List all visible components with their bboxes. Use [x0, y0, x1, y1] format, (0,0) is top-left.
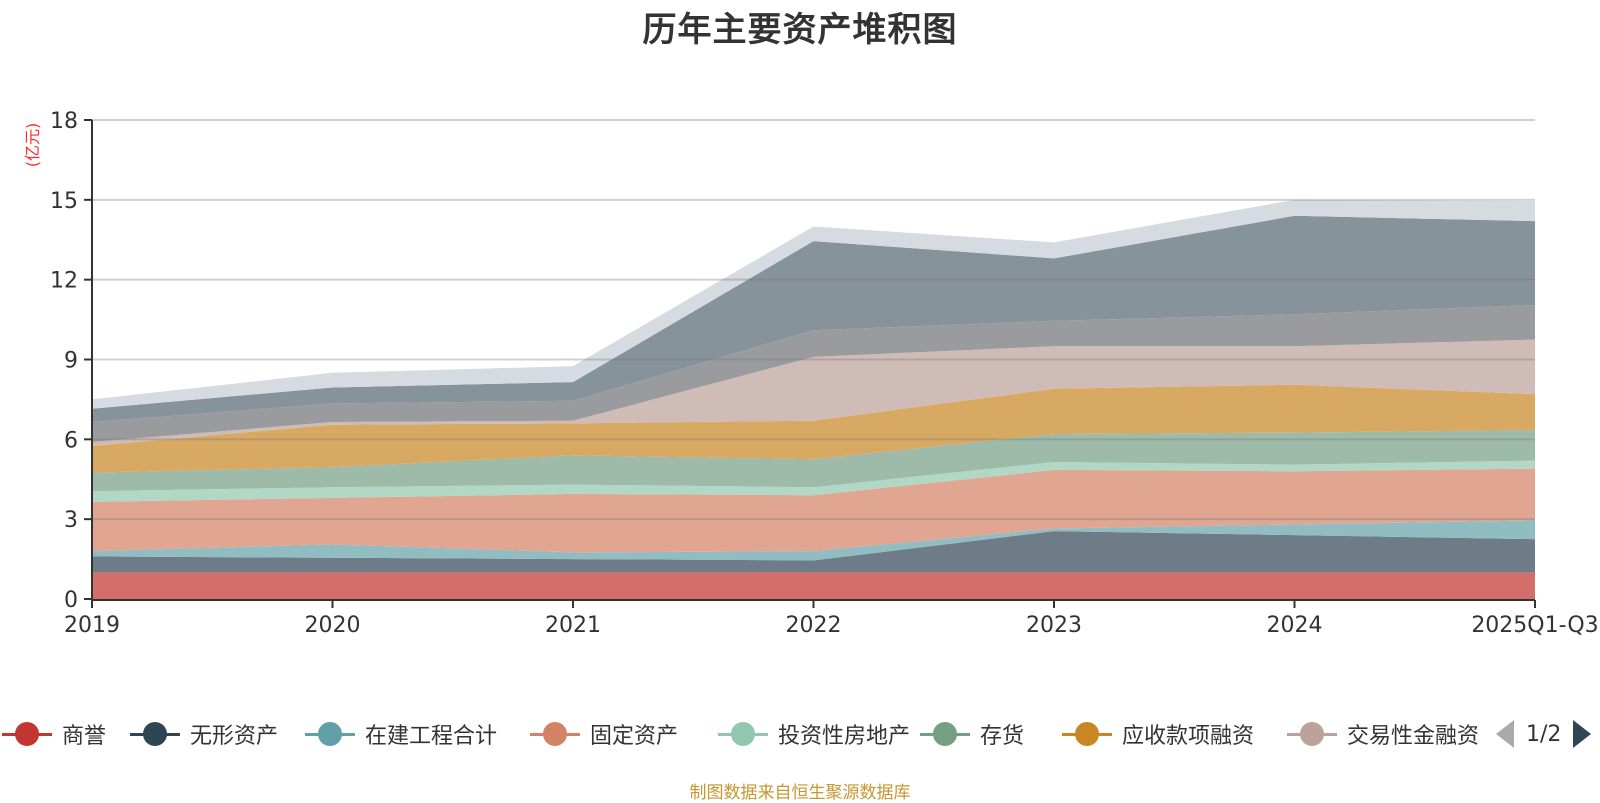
legend-marker-icon: [1062, 719, 1112, 749]
y-tick-label: 6: [64, 428, 78, 453]
legend-label: 无形资产: [190, 724, 279, 749]
area-series-7: [92, 339, 1535, 446]
area-series-6: [92, 384, 1535, 473]
x-tick-label: 2025Q1-Q3: [1471, 613, 1598, 638]
legend-item[interactable]: 存货: [920, 716, 1024, 752]
x-tick-label: 2024: [1267, 613, 1323, 638]
area-series-2: [92, 520, 1535, 561]
legend-marker-icon: [718, 719, 768, 749]
legend-marker-icon: [530, 719, 580, 749]
y-axis-unit-label: (亿元): [23, 123, 42, 168]
legend-item[interactable]: 应收款项融资: [1062, 716, 1254, 752]
legend-item[interactable]: 无形资产: [130, 716, 278, 752]
legend-label: 交易性金融资: [1347, 724, 1480, 749]
area-series-9: [92, 215, 1535, 423]
y-tick-label: 9: [64, 349, 78, 374]
legend-marker-icon: [1287, 719, 1337, 749]
y-tick-label: 18: [50, 109, 78, 134]
area-series-0: [92, 572, 1535, 599]
legend: 商誉 无形资产 在建工程合计 固定资产 投资性房地产 存货 应收款项融资 交易性金融资: [0, 716, 1600, 756]
legend-label: 固定资产: [590, 724, 679, 749]
y-tick-label: 12: [50, 269, 78, 294]
legend-item[interactable]: 在建工程合计: [305, 716, 497, 752]
area-series-8: [92, 304, 1535, 442]
legend-next-page-icon[interactable]: [1573, 720, 1592, 748]
legend-marker-icon: [2, 719, 52, 749]
legend-marker-icon: [130, 719, 180, 749]
y-tick-label: 3: [64, 508, 78, 533]
y-tick-label: 15: [50, 189, 78, 214]
legend-marker-icon: [920, 719, 970, 749]
stacked-area-chart: 0 3 6 9 12 15 18 2019 2020 2021 2022 2023 2024 2025Q1…: [23, 109, 1599, 638]
x-tick-label: 2020: [305, 613, 361, 638]
legend-label: 商誉: [62, 724, 107, 749]
legend-label: 在建工程合计: [365, 724, 498, 749]
area-series-5: [92, 430, 1535, 492]
area-series-4: [92, 460, 1535, 502]
legend-label: 投资性房地产: [778, 724, 911, 749]
legend-pager: 1/2: [1496, 718, 1592, 750]
x-tick-label: 2019: [64, 613, 120, 638]
area-series-3: [92, 468, 1535, 553]
area-series-10: [92, 199, 1535, 409]
axes: 0 3 6 9 12 15 18 2019 2020 2021 2022 2023 2024 2025Q1…: [50, 109, 1599, 638]
legend-label: 应收款项融资: [1122, 724, 1255, 749]
legend-item[interactable]: 交易性金融资: [1287, 716, 1479, 752]
data-source-note: 制图数据来自恒生聚源数据库: [689, 783, 911, 803]
legend-item[interactable]: 商誉: [2, 716, 106, 752]
area-series-1: [92, 531, 1535, 573]
legend-marker-icon: [305, 719, 355, 749]
x-tick-label: 2022: [786, 613, 842, 638]
y-tick-label: 0: [64, 588, 78, 613]
x-tick-label: 2023: [1026, 613, 1082, 638]
legend-page-indicator: 1/2: [1526, 721, 1562, 747]
area-series-group: [92, 199, 1535, 599]
legend-prev-page-icon[interactable]: [1496, 720, 1514, 748]
x-tick-label: 2021: [545, 613, 601, 638]
legend-item[interactable]: 投资性房地产: [718, 716, 910, 752]
legend-item[interactable]: 固定资产: [530, 716, 678, 752]
legend-label: 存货: [980, 724, 1025, 749]
chart-title: 历年主要资产堆积图: [642, 10, 958, 50]
